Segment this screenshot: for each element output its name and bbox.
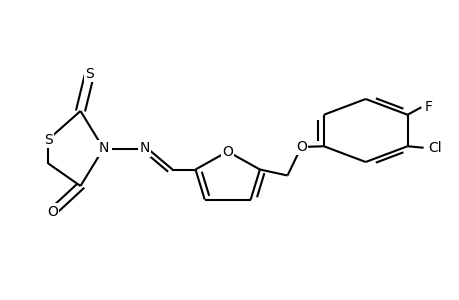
- Text: O: O: [47, 205, 58, 218]
- Text: F: F: [423, 100, 431, 114]
- Text: O: O: [222, 145, 233, 158]
- Text: Cl: Cl: [427, 141, 441, 155]
- Text: O: O: [295, 140, 306, 154]
- Text: N: N: [98, 142, 108, 155]
- Text: S: S: [85, 67, 94, 80]
- Text: S: S: [44, 133, 53, 146]
- Text: N: N: [140, 142, 150, 155]
